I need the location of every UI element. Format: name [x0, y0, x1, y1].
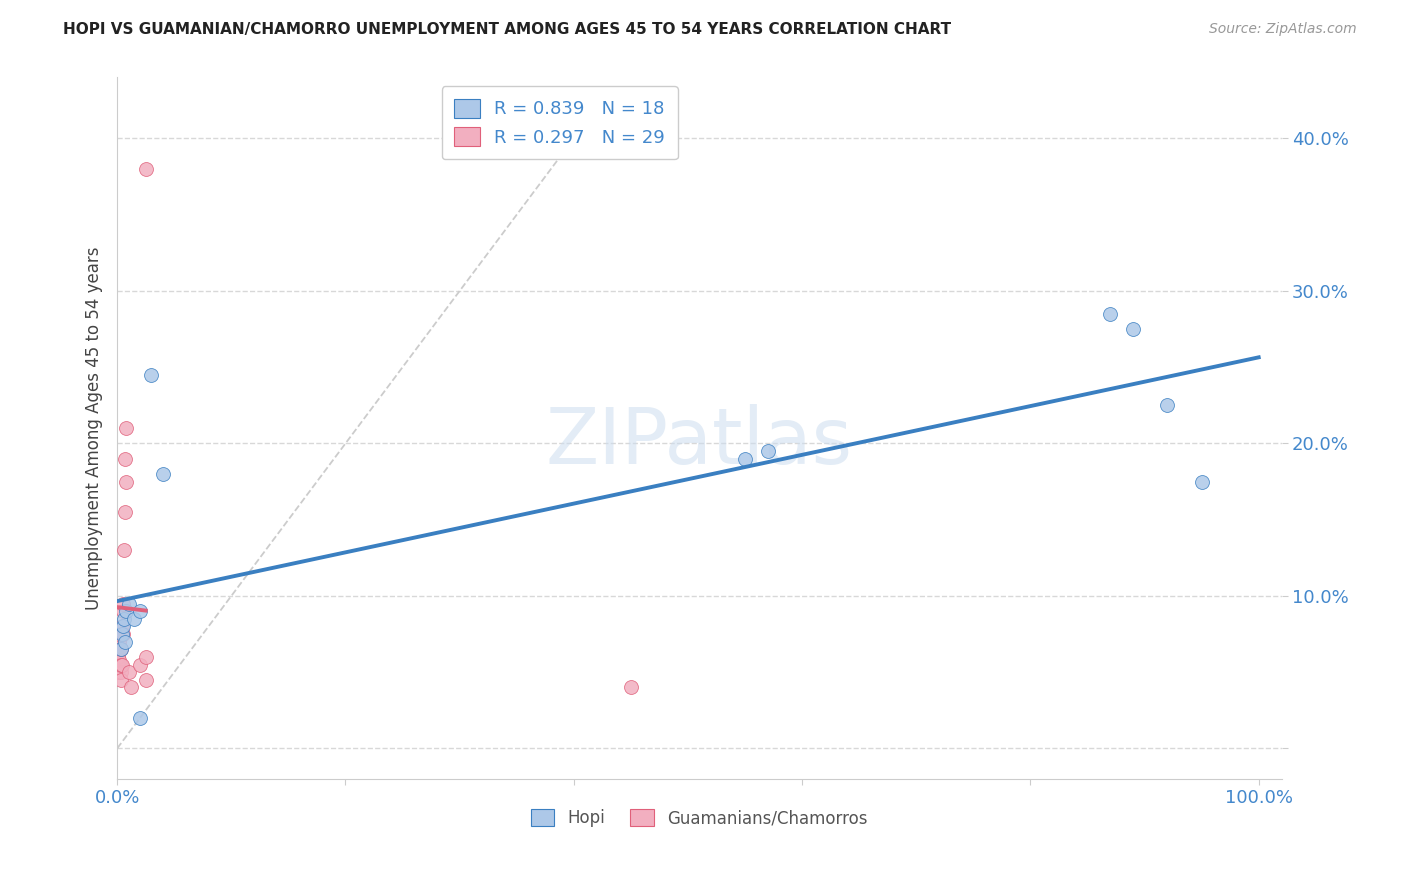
Point [110, 642, 132, 657]
Point [108, 642, 131, 657]
Point [114, 505, 136, 519]
Point [129, 711, 152, 725]
Point [1156, 398, 1178, 412]
Point [141, 368, 163, 382]
Point [108, 653, 131, 667]
Point [115, 604, 138, 618]
Point [734, 451, 756, 466]
Y-axis label: Unemployment Among Ages 45 to 54 years: Unemployment Among Ages 45 to 54 years [86, 246, 103, 610]
Point [108, 657, 131, 672]
Point [115, 475, 138, 489]
Point [124, 612, 146, 626]
Point [111, 627, 134, 641]
Point [620, 681, 643, 695]
Point [107, 649, 129, 664]
Point [111, 619, 134, 633]
Point [756, 444, 779, 458]
Point [117, 597, 139, 611]
Point [114, 451, 136, 466]
Text: Source: ZipAtlas.com: Source: ZipAtlas.com [1209, 22, 1357, 37]
Point [108, 627, 131, 641]
Point [107, 657, 129, 672]
Point [112, 543, 135, 558]
Point [111, 597, 134, 611]
Point [111, 604, 134, 618]
Point [111, 657, 134, 672]
Legend: Hopi, Guamanians/Chamorros: Hopi, Guamanians/Chamorros [524, 802, 875, 834]
Text: ZIPatlas: ZIPatlas [546, 404, 853, 480]
Point [135, 161, 157, 176]
Point [111, 627, 134, 641]
Point [114, 634, 136, 648]
Point [117, 665, 139, 680]
Point [1099, 307, 1122, 321]
Point [129, 657, 152, 672]
Text: HOPI VS GUAMANIAN/CHAMORRO UNEMPLOYMENT AMONG AGES 45 TO 54 YEARS CORRELATION CH: HOPI VS GUAMANIAN/CHAMORRO UNEMPLOYMENT … [63, 22, 952, 37]
Point [1191, 475, 1213, 489]
Point [115, 421, 138, 435]
Point [108, 634, 131, 648]
Point [110, 642, 132, 657]
Point [111, 619, 134, 633]
Point [112, 612, 135, 626]
Point [110, 657, 132, 672]
Point [110, 673, 132, 687]
Point [129, 604, 152, 618]
Point [120, 681, 142, 695]
Point [1122, 322, 1144, 336]
Point [152, 467, 174, 481]
Point [110, 665, 132, 680]
Point [107, 665, 129, 680]
Point [135, 673, 157, 687]
Point [135, 649, 157, 664]
